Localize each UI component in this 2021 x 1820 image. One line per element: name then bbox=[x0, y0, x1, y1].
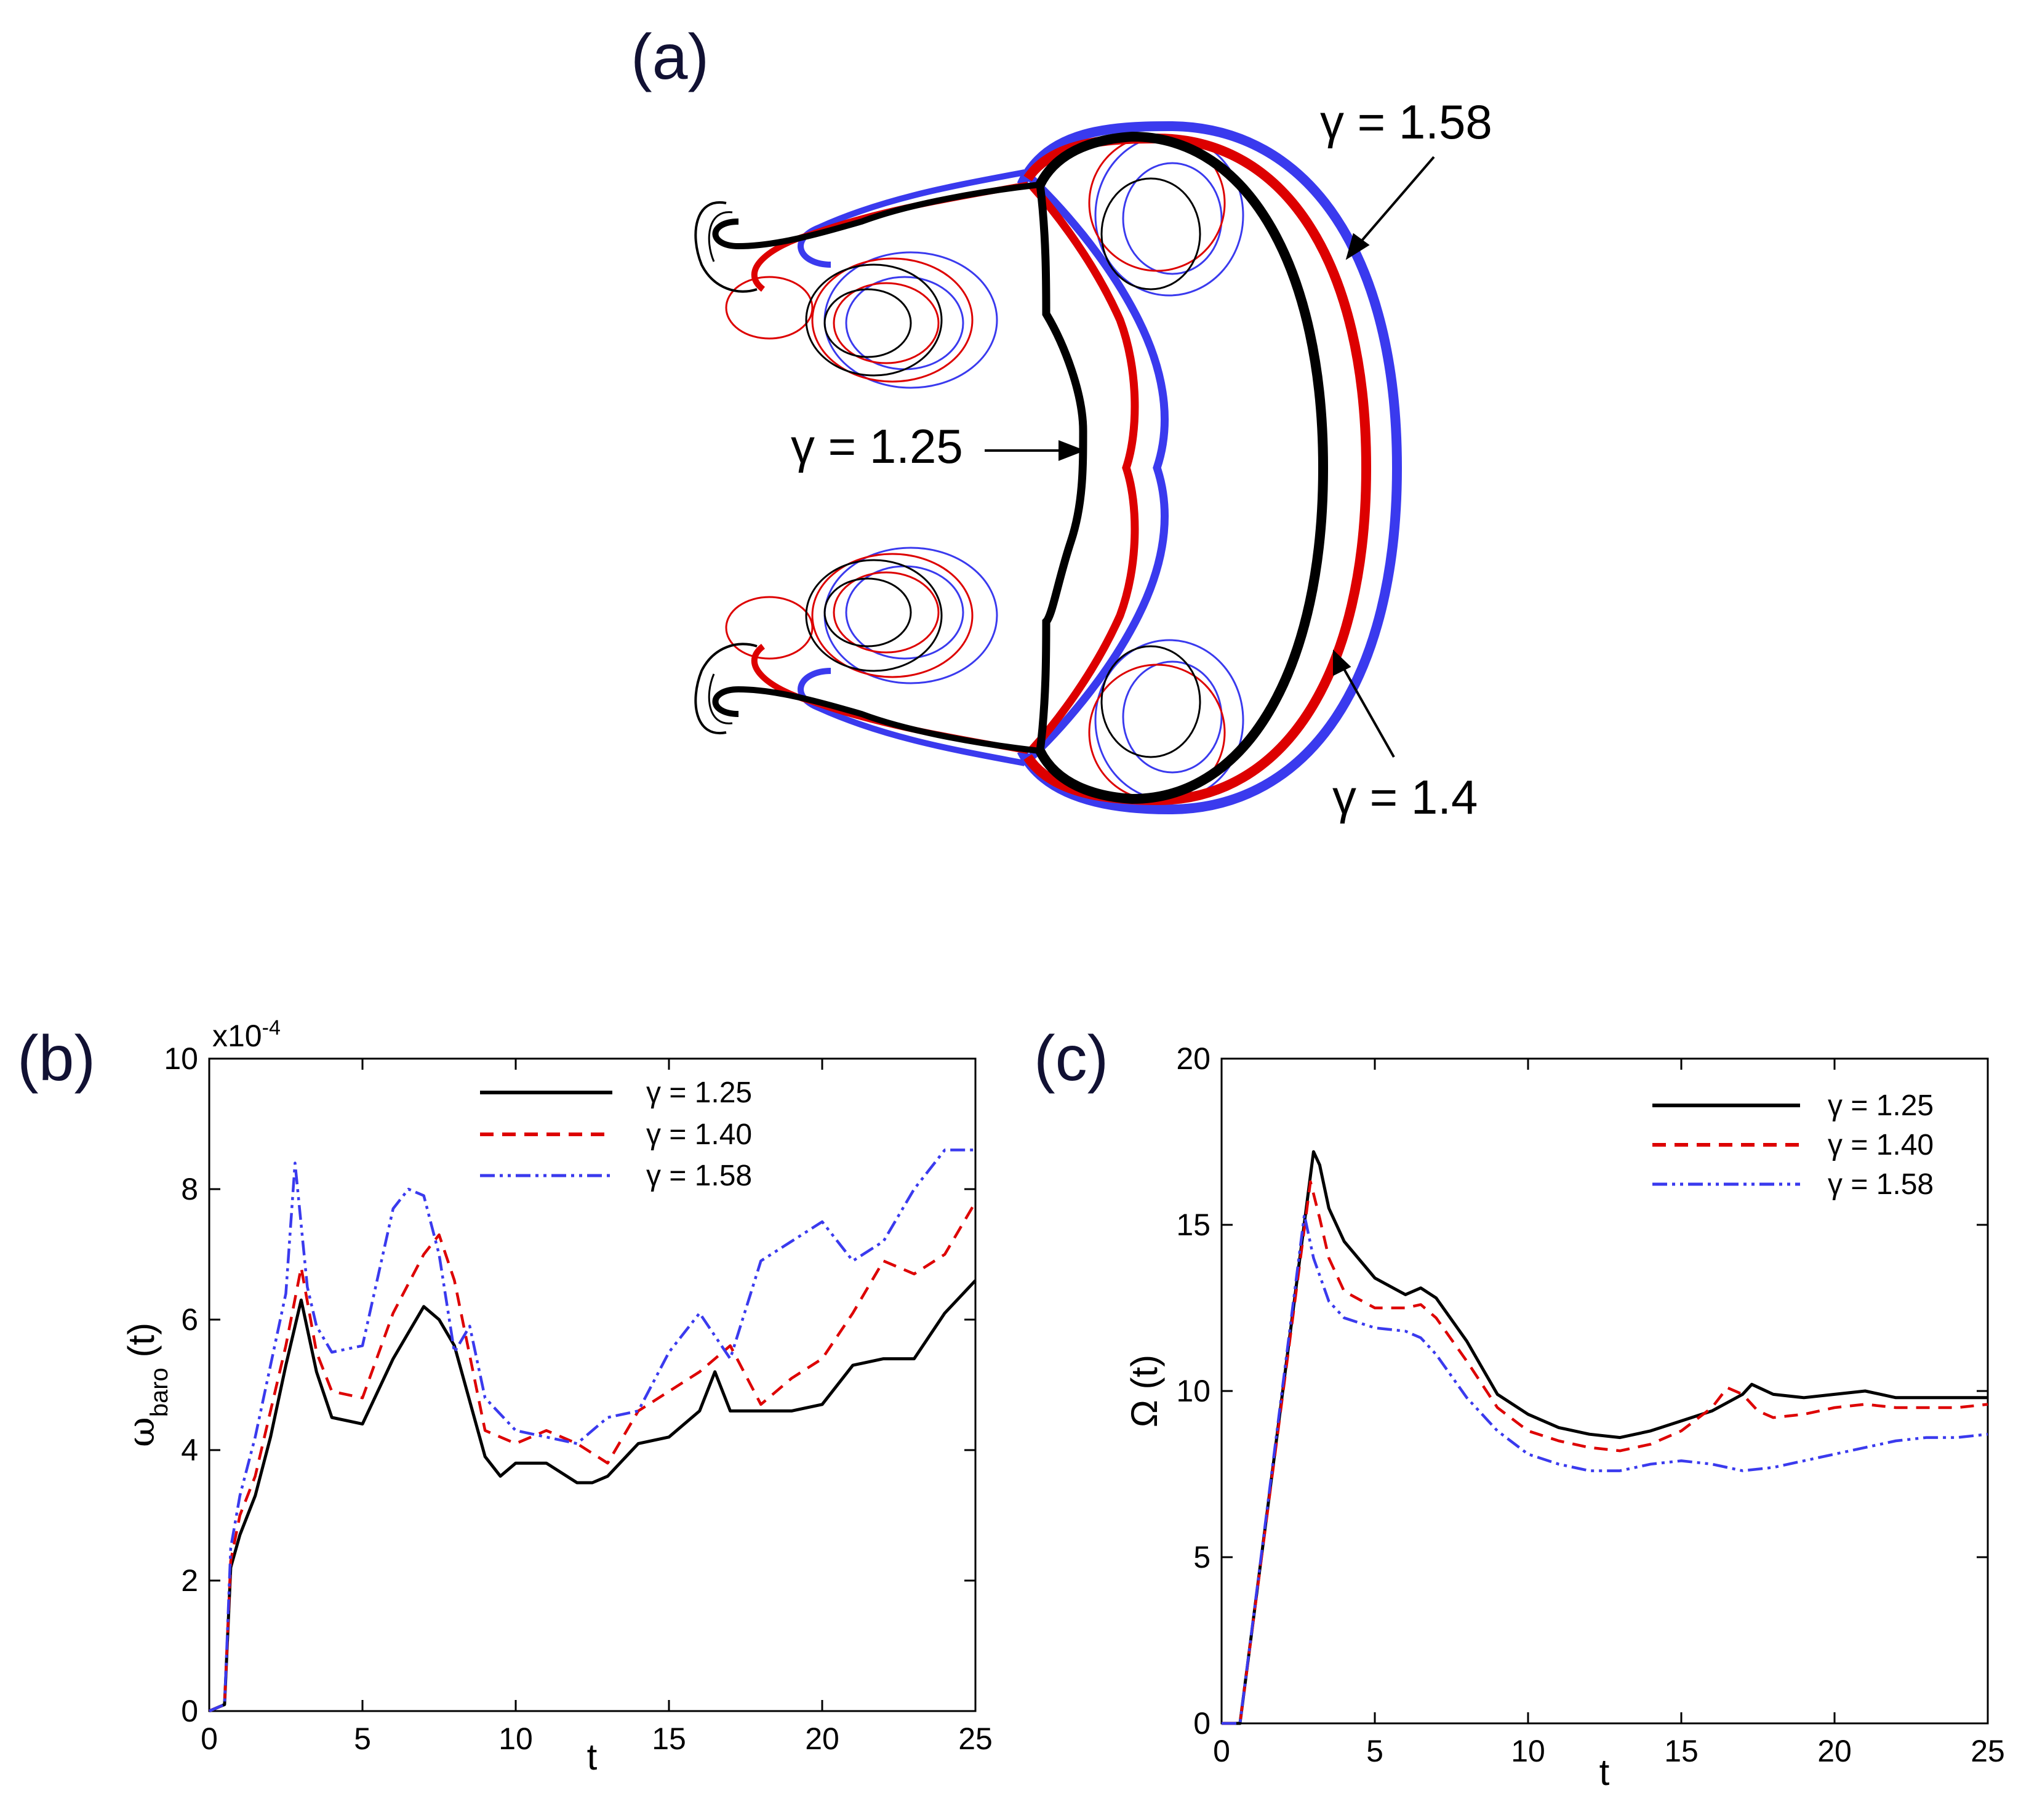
panel-c-xtick-label-3: 15 bbox=[1664, 1734, 1699, 1768]
panel-c-xtick-label-0: 0 bbox=[1213, 1734, 1230, 1768]
panel-a-label: (a) bbox=[631, 22, 709, 93]
panel-c-ticks: 0 5 10 15 20 25 0 5 10 15 20 bbox=[1176, 1041, 2004, 1768]
legend-b-label-3: γ = 1.58 bbox=[646, 1160, 752, 1192]
legend-c-label-1: γ = 1.25 bbox=[1828, 1089, 1934, 1122]
panel-c-xtick-label-1: 5 bbox=[1366, 1734, 1383, 1768]
panel-a-contour-plot: (a) bbox=[631, 22, 1492, 824]
panel-b-ytick-label-4: 8 bbox=[181, 1172, 198, 1206]
panel-b-ytick-label-3: 6 bbox=[181, 1302, 198, 1337]
panel-c-xtick-label-5: 25 bbox=[1971, 1734, 2005, 1768]
panel-c-chart: (c) 0 5 10 15 20 25 0 5 10 15 20 t Ω (t) γ = 1.25 … bbox=[1034, 1023, 2005, 1793]
annotation-gamma-1-58: γ = 1.58 bbox=[1320, 95, 1492, 149]
annotation-arrows bbox=[985, 156, 1435, 758]
panel-b-ytick-label-5: 10 bbox=[164, 1041, 198, 1076]
panel-c-ytick-label-4: 20 bbox=[1176, 1041, 1211, 1076]
contour-black-gamma-1-25 bbox=[694, 131, 1329, 804]
panel-b-xtick-label-1: 5 bbox=[354, 1722, 371, 1756]
legend-c-label-2: γ = 1.40 bbox=[1828, 1129, 1934, 1161]
panel-b-series-line-3 bbox=[209, 1149, 975, 1713]
contour-blue-gamma-1-58 bbox=[798, 121, 1403, 815]
panel-b-xtick-label-0: 0 bbox=[201, 1722, 218, 1756]
panel-c-legend: γ = 1.25 γ = 1.40 γ = 1.58 bbox=[1652, 1089, 1934, 1201]
panel-b-multiplier: x10-4 bbox=[212, 1016, 281, 1053]
panel-c-series-line-1 bbox=[1222, 1150, 1988, 1725]
panel-c-series-line-3 bbox=[1222, 1213, 1988, 1725]
legend-b-label-2: γ = 1.40 bbox=[646, 1118, 752, 1151]
panel-c-ylabel: Ω (t) bbox=[1124, 1355, 1165, 1427]
panel-b-xtick-label-5: 25 bbox=[958, 1722, 993, 1756]
panel-c-series-line-2 bbox=[1222, 1180, 1988, 1725]
annotation-gamma-1-4: γ = 1.4 bbox=[1332, 770, 1478, 824]
panel-c-xtick-label-4: 20 bbox=[1817, 1734, 1852, 1768]
panel-b-series bbox=[209, 1149, 977, 1713]
panel-b-xtick-label-4: 20 bbox=[805, 1722, 839, 1756]
panel-c-ytick-label-3: 15 bbox=[1176, 1208, 1211, 1242]
panel-c-series bbox=[1222, 1150, 1988, 1725]
legend-b-label-1: γ = 1.25 bbox=[646, 1076, 752, 1109]
panel-c-xlabel: t bbox=[1599, 1752, 1610, 1793]
panel-c-label: (c) bbox=[1034, 1023, 1108, 1094]
panel-c-ytick-label-1: 5 bbox=[1193, 1540, 1211, 1574]
panel-b-legend: γ = 1.25 γ = 1.40 γ = 1.58 bbox=[480, 1076, 752, 1192]
panel-b-ticks: 0 5 10 15 20 25 0 2 4 6 8 10 bbox=[164, 1041, 992, 1756]
panel-b-xtick-label-2: 10 bbox=[498, 1722, 533, 1756]
panel-b-ytick-label-0: 0 bbox=[181, 1694, 198, 1728]
panel-c-xtick-label-2: 10 bbox=[1511, 1734, 1545, 1768]
panel-b-ylabel: ωbaro (t) bbox=[120, 1323, 173, 1447]
panel-b-ytick-label-2: 4 bbox=[181, 1433, 198, 1467]
panel-b-xtick-label-3: 15 bbox=[652, 1722, 686, 1756]
panel-b-label: (b) bbox=[17, 1023, 95, 1094]
panel-c-ytick-label-2: 10 bbox=[1176, 1374, 1211, 1408]
panel-c-ytick-label-0: 0 bbox=[1193, 1706, 1211, 1741]
annotation-gamma-1-25: γ = 1.25 bbox=[791, 419, 963, 473]
panel-b-plot-frame bbox=[208, 1057, 977, 1712]
panel-b-xlabel: t bbox=[587, 1736, 598, 1778]
panel-b-series-line-2 bbox=[209, 1201, 977, 1713]
legend-c-label-3: γ = 1.58 bbox=[1828, 1168, 1934, 1201]
panel-b-ytick-label-1: 2 bbox=[181, 1563, 198, 1598]
panel-b-series-line-1 bbox=[209, 1279, 977, 1713]
